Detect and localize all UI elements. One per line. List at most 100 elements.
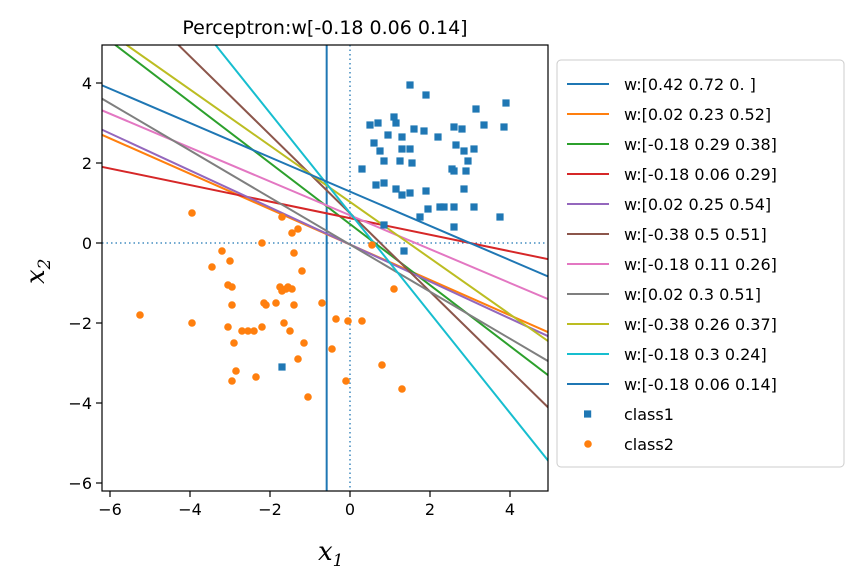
y-axis-label-subscript: 2 [35,259,55,271]
class1-point [450,167,458,175]
class1-point [400,247,408,255]
class1-point [398,133,406,141]
y-tick-label: 2 [82,154,92,173]
class1-point [358,165,366,173]
class2-point [304,393,312,401]
legend: w:[0.42 0.72 0. ] w:[0.02 0.23 0.52] w:[-0… [556,59,845,468]
class1-point [370,139,378,147]
class2-point [218,247,226,255]
class2-point [272,299,280,307]
class1-point [396,157,404,165]
class2-point [136,311,144,319]
class1-point [422,91,430,99]
class2-point [228,377,236,385]
class2-point [250,327,258,335]
class1-point [450,203,458,211]
legend-entry-label: w:[-0.38 0.26 0.37] [624,315,777,334]
class1-point [374,119,382,127]
class1-point [398,191,406,199]
class1-point [470,145,478,153]
legend-entry-label: w:[-0.38 0.5 0.51] [624,225,767,244]
class2-point [358,317,366,325]
x-tick-label: 2 [425,500,435,519]
class2-point [290,249,298,257]
class1-point [460,147,468,155]
class1-point [462,167,470,175]
boundary-line-5 [102,128,548,338]
legend-marker-swatch [584,440,592,448]
y-axis-ticks: −6 −4 −2 0 2 4 [68,74,102,493]
class1-point [390,113,398,121]
legend-entry-label: w:[0.02 0.25 0.54] [624,195,771,214]
class2-point [278,287,286,295]
class2-point [258,239,266,247]
legend-entry-label: w:[-0.18 0.3 0.24] [624,345,767,364]
legend-entry-label: class1 [624,405,674,424]
class1-point [502,99,510,107]
y-tick-label: 0 [82,234,92,253]
class2-point [188,319,196,327]
class2-point [288,285,296,293]
class1-point [406,81,414,89]
class2-point [344,317,352,325]
class1-point [424,205,432,213]
y-axis-label: x2 [21,259,55,285]
class1-point [410,125,418,133]
class1-point [366,121,374,129]
class1-point [450,123,458,131]
class2-point [226,257,234,265]
class1-point [470,203,478,211]
class1-point [416,213,424,221]
class1-point [496,213,504,221]
legend-box [556,59,845,468]
class2-point [244,327,252,335]
class2-point [294,355,302,363]
class2-point [238,327,246,335]
class1-point [440,203,448,211]
class2-point [368,241,376,249]
class2-point [328,345,336,353]
class2-point [398,385,406,393]
class2-point [300,339,308,347]
legend-entry-label: w:[-0.18 0.11 0.26] [624,255,777,274]
class1-point [452,141,460,149]
class2-point [224,323,232,331]
class2-point [232,367,240,375]
x-axis-label-subscript: 1 [333,551,344,571]
boundary-line-8 [102,97,548,363]
y-tick-label: −2 [68,314,92,333]
class1-point [380,157,388,165]
class1-point [458,125,466,133]
legend-entry-label: w:[-0.18 0.06 0.14] [624,375,777,394]
x-axis-label: x1 [318,537,344,571]
x-tick-label: −6 [98,500,122,519]
boundary-line-7 [102,109,548,301]
class1-point [464,157,472,165]
class2-point [262,301,270,309]
class1-point [376,147,384,155]
boundary-line-9 [124,45,548,343]
class1-point [406,145,414,153]
x-axis-label-main: x [318,537,333,567]
legend-entry-label: w:[0.02 0.3 0.51] [624,285,761,304]
class1-point [420,127,428,135]
class1-point [406,189,414,197]
decision-boundaries [102,45,548,491]
legend-entry-label: w:[-0.18 0.29 0.38] [624,135,777,154]
class1-point [436,203,444,211]
class2-point [278,213,286,221]
class1-point [472,105,480,113]
class2-point [286,327,294,335]
class1-point [408,159,416,167]
class1-point [372,181,380,189]
class1-point [480,121,488,129]
class2-point [290,301,298,309]
class1-point [392,185,400,193]
class2-point [390,285,398,293]
boundary-line-11 [102,84,548,278]
class1-point [398,145,406,153]
class2-point [298,267,306,275]
class1-point [380,221,388,229]
class1-point [384,131,392,139]
